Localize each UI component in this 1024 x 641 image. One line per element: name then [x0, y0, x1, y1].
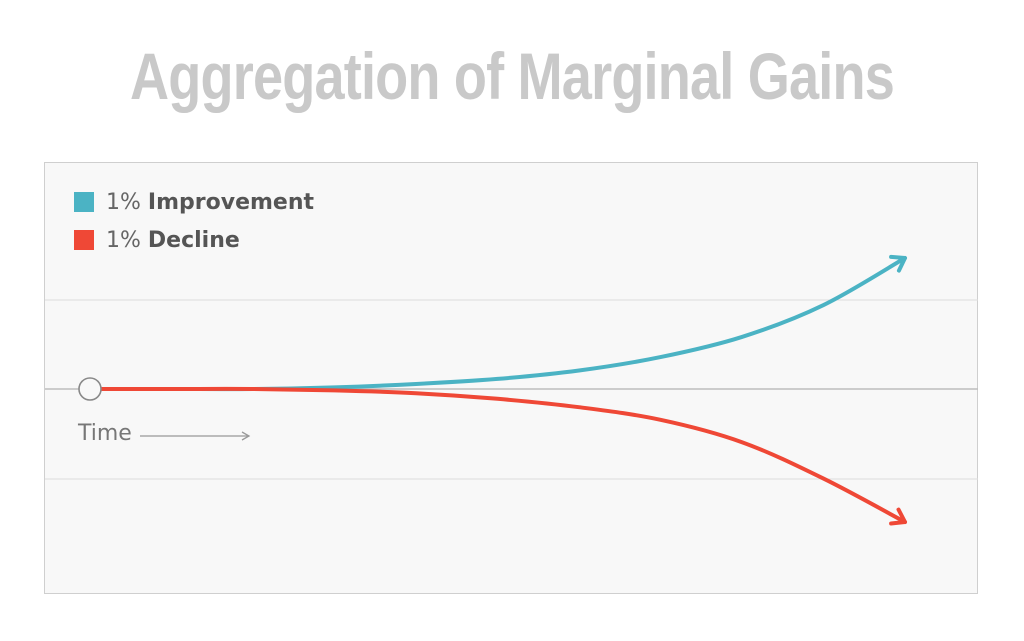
legend-label: Decline — [147, 227, 240, 253]
legend-item-improvement: 1% Improvement — [74, 188, 314, 216]
legend-prefix: 1% — [106, 189, 141, 215]
time-arrow-icon — [140, 431, 251, 441]
legend: 1% Improvement 1% Decline — [74, 188, 314, 264]
arrowhead-decline-icon — [889, 507, 907, 526]
chart-title: Aggregation of Marginal Gains — [129, 39, 895, 113]
legend-swatch-decline — [74, 230, 94, 250]
legend-item-decline: 1% Decline — [74, 226, 314, 254]
legend-swatch-improvement — [74, 192, 94, 212]
arrowhead-improvement-icon — [889, 254, 907, 273]
x-axis-label: Time — [78, 421, 132, 446]
series-line-decline — [88, 386, 907, 524]
series-layer — [88, 254, 907, 526]
legend-prefix: 1% — [106, 227, 141, 253]
legend-label: Improvement — [147, 189, 315, 215]
origin-marker — [78, 377, 102, 401]
series-line-improvement — [88, 256, 907, 392]
